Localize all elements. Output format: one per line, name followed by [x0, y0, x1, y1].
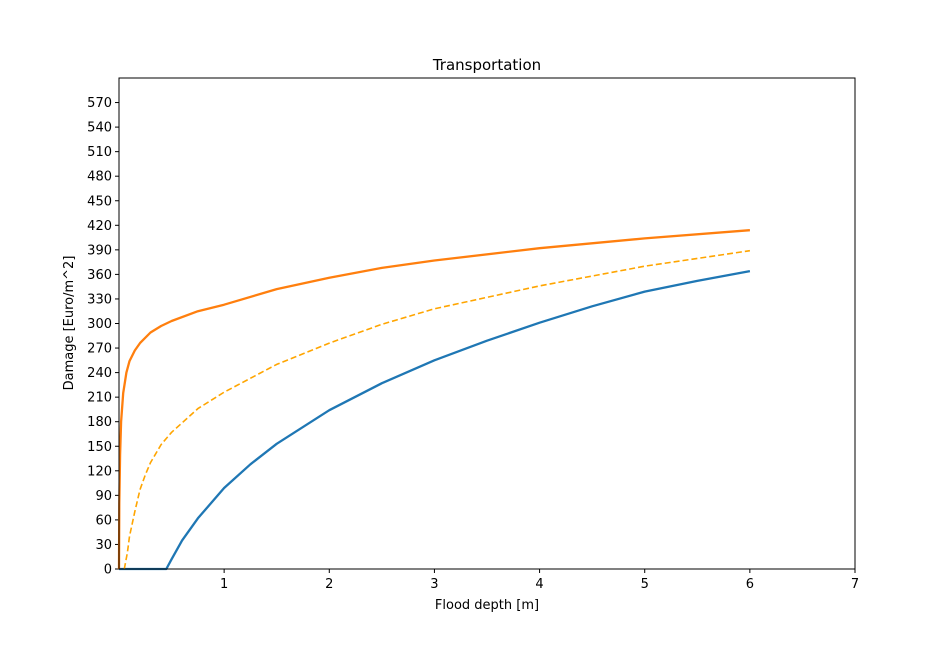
- x-tick-label: 6: [746, 577, 754, 592]
- y-axis-ticks: 0 30 60 90 120 150 180 210 240 270 300 330 360 390 420…: [87, 96, 119, 578]
- y-tick-label: 30: [95, 538, 112, 553]
- x-tick-label: 7: [851, 577, 859, 592]
- x-tick-label: 2: [325, 577, 333, 592]
- series-layer: [117, 229, 751, 571]
- x-tick-label: 1: [220, 577, 228, 592]
- x-axis-label: Flood depth [m]: [435, 598, 539, 613]
- x-tick-label: 5: [641, 577, 649, 592]
- y-tick-label: 240: [87, 366, 112, 381]
- y-tick-label: 330: [87, 292, 112, 307]
- y-tick-label: 0: [104, 563, 112, 578]
- chart-title: Transportation: [432, 56, 541, 74]
- y-tick-label: 570: [87, 96, 112, 111]
- y-tick-label: 120: [87, 464, 112, 479]
- y-tick-label: 90: [95, 489, 112, 504]
- series-line-2: [123, 249, 751, 570]
- y-tick-label: 450: [87, 194, 112, 209]
- y-tick-label: 270: [87, 342, 112, 357]
- plot-area-frame: [118, 77, 856, 570]
- x-tick-label: 4: [535, 577, 543, 592]
- y-tick-label: 300: [87, 317, 112, 332]
- y-tick-label: 390: [87, 243, 112, 258]
- y-tick-label: 60: [95, 513, 112, 528]
- y-tick-label: 420: [87, 219, 112, 234]
- x-axis-ticks: 1 2 3 4 5 6 7: [220, 569, 859, 592]
- y-tick-label: 510: [87, 145, 112, 160]
- series-line-3: [117, 229, 750, 570]
- y-tick-label: 150: [87, 440, 112, 455]
- y-axis-label: Damage [Euro/m^2]: [62, 256, 77, 391]
- y-tick-label: 210: [87, 391, 112, 406]
- y-tick-label: 480: [87, 170, 112, 185]
- y-tick-label: 540: [87, 121, 112, 136]
- series-line-1: [119, 269, 751, 571]
- y-tick-label: 180: [87, 415, 112, 430]
- x-tick-label: 3: [430, 577, 438, 592]
- y-tick-label: 360: [87, 268, 112, 283]
